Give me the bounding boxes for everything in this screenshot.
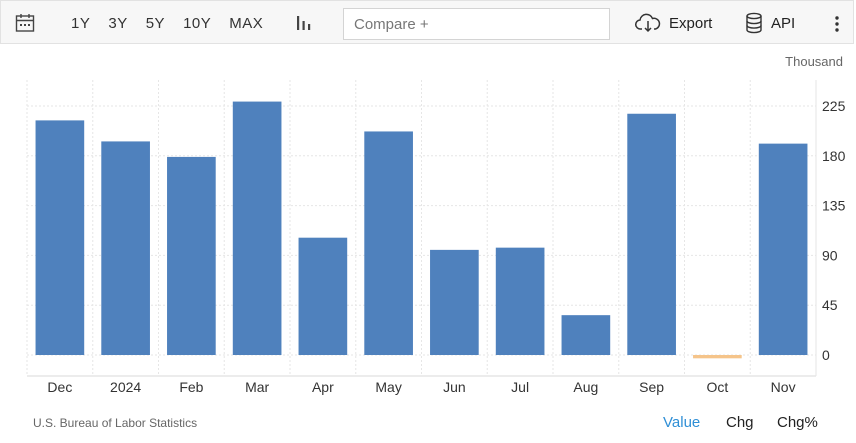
chart-toolbar: 1Y 3Y 5Y 10Y MAX Export API [0,0,854,44]
more-vertical-icon[interactable] [827,15,847,33]
x-tick-label: Feb [179,379,203,395]
y-tick-label: 180 [822,148,846,164]
range-max-button[interactable]: MAX [229,14,264,32]
range-5y-button[interactable]: 5Y [145,14,166,32]
calendar-icon[interactable] [15,13,35,33]
bar-sep[interactable] [627,113,676,355]
x-tick-label: Sep [639,379,664,395]
bar-dec[interactable] [35,120,85,356]
unit-label: Thousand [785,54,843,69]
bar-aug[interactable] [561,315,611,355]
range-10y-button[interactable]: 10Y [183,14,212,32]
api-button[interactable]: API [745,1,795,45]
api-label: API [771,14,796,32]
bar-feb[interactable] [167,156,216,355]
grid [26,80,817,376]
chg-percent-mode-button[interactable]: Chg% [777,414,818,431]
bar-2024[interactable] [101,141,150,355]
bar-may[interactable] [364,131,413,355]
y-tick-label: 135 [822,198,846,214]
y-tick-label: 0 [822,347,830,363]
compare-input[interactable] [343,8,610,40]
database-icon [746,12,762,34]
x-tick-label: 2024 [110,379,141,395]
date-range-selector: 1Y 3Y 5Y 10Y MAX [71,1,281,45]
bar-jul[interactable] [495,247,545,355]
y-tick-label: 225 [822,98,846,114]
source-label: U.S. Bureau of Labor Statistics [33,416,198,430]
x-tick-label: Mar [245,379,269,395]
bar-chart-icon[interactable] [295,14,313,32]
x-tick-label: Jul [511,379,529,395]
x-tick-label: Nov [771,379,796,395]
bar-nov[interactable] [758,143,808,355]
export-button[interactable]: Export [635,1,712,45]
value-mode-button[interactable]: Value [663,414,701,431]
cloud-download-icon [635,13,661,33]
y-tick-label: 45 [822,297,838,313]
bar-jun[interactable] [430,249,479,355]
range-1y-button[interactable]: 1Y [71,14,91,32]
x-tick-label: Jun [443,379,466,395]
x-tick-label: Oct [706,379,728,395]
x-tick-label: Aug [573,379,598,395]
bar-chart: Dec 2024 Feb Mar Apr May Jun Jul Aug Sep Oct Nov 0 45… [26,80,846,395]
y-tick-label: 90 [822,247,838,263]
x-tick-label: Dec [47,379,72,395]
bar-mar[interactable] [232,101,282,355]
bar-apr[interactable] [298,237,348,355]
chg-mode-button[interactable]: Chg [726,414,754,431]
bar-oct[interactable] [693,355,742,359]
range-3y-button[interactable]: 3Y [108,14,128,32]
x-tick-label: May [375,379,401,395]
export-label: Export [669,14,713,32]
x-tick-label: Apr [312,379,334,395]
